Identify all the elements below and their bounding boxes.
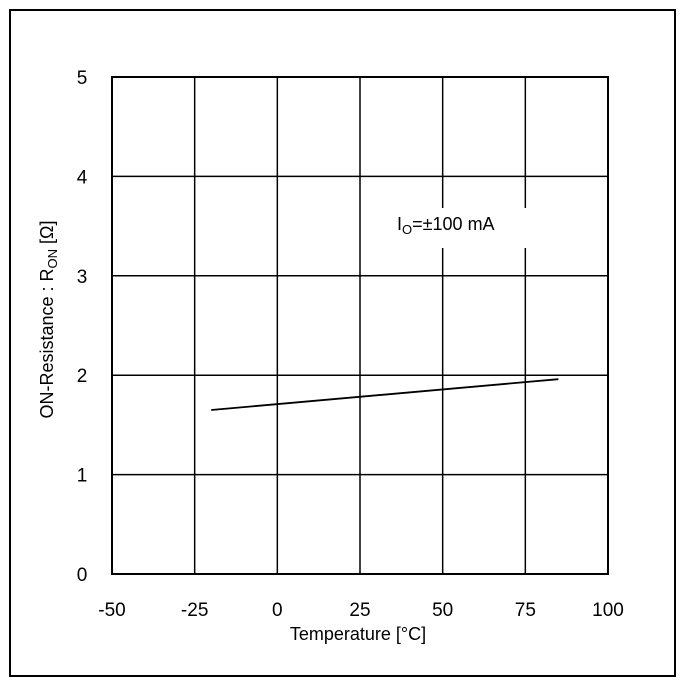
x-tick-label-2: 0 [272, 600, 283, 621]
x-tick-label-0: -50 [98, 600, 125, 621]
annotation-subscript: O [402, 222, 412, 237]
y-tick-label-0: 0 [77, 565, 88, 586]
y-axis-label-main: ON-Resistance : R [37, 268, 57, 418]
y-tick-labels: 0 1 2 3 4 5 [77, 68, 88, 586]
y-axis-label-unit: [Ω] [37, 220, 57, 248]
y-tick-label-4: 4 [77, 167, 88, 188]
y-axis-label: ON-Resistance : RON [Ω] [37, 220, 60, 418]
chart-frame [9, 9, 676, 677]
x-tick-label-5: 75 [515, 600, 536, 621]
x-tick-label-3: 25 [349, 600, 370, 621]
x-tick-label-4: 50 [432, 600, 453, 621]
annotation-current: IO=±100 mA [397, 214, 495, 237]
annotation-background [389, 208, 539, 248]
x-tick-labels: -50 -25 0 25 50 75 100 [98, 600, 624, 621]
x-tick-label-1: -25 [181, 600, 208, 621]
y-tick-label-5: 5 [77, 68, 88, 89]
series-line-0 [211, 378, 559, 411]
annotation-bg-rect [389, 208, 539, 248]
annotation-rest: =±100 mA [412, 214, 494, 234]
y-tick-label-2: 2 [77, 366, 88, 387]
y-tick-label-3: 3 [77, 267, 88, 288]
grid [111, 76, 609, 575]
annotation-main: I [397, 214, 402, 234]
x-axis-label: Temperature [°C] [290, 624, 426, 644]
plot-area-border [111, 76, 609, 575]
x-tick-label-6: 100 [592, 600, 624, 621]
y-axis-label-subscript: ON [45, 249, 60, 269]
y-tick-label-1: 1 [77, 466, 88, 487]
series-layer [211, 378, 559, 411]
